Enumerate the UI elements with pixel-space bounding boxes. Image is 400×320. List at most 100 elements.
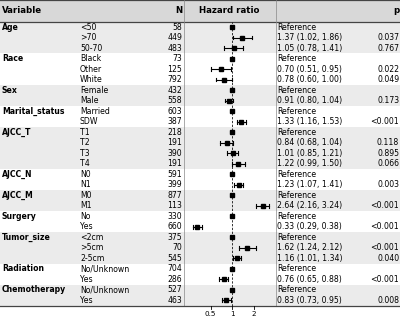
Text: 0.767: 0.767 bbox=[377, 44, 399, 52]
Text: SDW: SDW bbox=[80, 117, 98, 126]
Bar bbox=[0, 22, 400, 32]
Text: 0.008: 0.008 bbox=[377, 296, 399, 305]
Text: 375: 375 bbox=[167, 233, 182, 242]
Text: Reference: Reference bbox=[277, 191, 316, 200]
Text: 0.003: 0.003 bbox=[377, 180, 399, 189]
Bar bbox=[0, 127, 400, 137]
Text: Male: Male bbox=[80, 96, 98, 105]
Text: 1.62 (1.24, 2.12): 1.62 (1.24, 2.12) bbox=[277, 243, 342, 252]
Text: Reference: Reference bbox=[277, 128, 316, 137]
Text: 527: 527 bbox=[167, 285, 182, 294]
Text: 0.049: 0.049 bbox=[377, 75, 399, 84]
Text: 0.066: 0.066 bbox=[377, 159, 399, 168]
Text: No/Unknown: No/Unknown bbox=[80, 264, 129, 273]
Bar bbox=[0, 43, 400, 53]
Text: 58: 58 bbox=[172, 22, 182, 31]
Text: 2-5cm: 2-5cm bbox=[80, 254, 104, 263]
Bar bbox=[0, 32, 400, 43]
Text: Hazard ratio: Hazard ratio bbox=[199, 6, 260, 15]
Text: Black: Black bbox=[80, 54, 101, 63]
Bar bbox=[0, 53, 400, 64]
Text: 191: 191 bbox=[167, 138, 182, 147]
Text: T2: T2 bbox=[80, 138, 90, 147]
Bar bbox=[0, 137, 400, 148]
Text: >5cm: >5cm bbox=[80, 243, 103, 252]
Bar bbox=[0, 106, 400, 116]
Text: Tumor_size: Tumor_size bbox=[2, 233, 51, 242]
Text: <0.001: <0.001 bbox=[370, 275, 399, 284]
Text: White: White bbox=[80, 75, 103, 84]
Bar bbox=[0, 116, 400, 127]
Text: Yes: Yes bbox=[80, 275, 93, 284]
Text: 0.173: 0.173 bbox=[377, 96, 399, 105]
Text: 1.23 (1.07, 1.41): 1.23 (1.07, 1.41) bbox=[277, 180, 342, 189]
Text: 399: 399 bbox=[167, 180, 182, 189]
Text: Reference: Reference bbox=[277, 85, 316, 95]
Text: M0: M0 bbox=[80, 191, 92, 200]
Text: N: N bbox=[175, 6, 182, 15]
Text: 591: 591 bbox=[167, 170, 182, 179]
Text: p: p bbox=[393, 6, 399, 15]
Bar bbox=[0, 232, 400, 243]
Bar bbox=[0, 274, 400, 284]
Text: AJCC_T: AJCC_T bbox=[2, 128, 32, 137]
Text: Variable: Variable bbox=[2, 6, 42, 15]
Text: <0.001: <0.001 bbox=[370, 117, 399, 126]
Bar bbox=[0, 190, 400, 200]
Text: AJCC_M: AJCC_M bbox=[2, 191, 34, 200]
Text: Chemotherapy: Chemotherapy bbox=[2, 285, 66, 294]
Text: Reference: Reference bbox=[277, 22, 316, 31]
Text: 877: 877 bbox=[167, 191, 182, 200]
Text: 2.64 (2.16, 3.24): 2.64 (2.16, 3.24) bbox=[277, 201, 342, 210]
Text: Reference: Reference bbox=[277, 233, 316, 242]
Text: 1.01 (0.85, 1.21): 1.01 (0.85, 1.21) bbox=[277, 149, 342, 158]
Text: Sex: Sex bbox=[2, 85, 18, 95]
Bar bbox=[0, 148, 400, 158]
Text: 218: 218 bbox=[167, 128, 182, 137]
Text: Surgery: Surgery bbox=[2, 212, 37, 221]
Text: 660: 660 bbox=[167, 222, 182, 231]
Text: 0.037: 0.037 bbox=[377, 33, 399, 42]
Text: 0.76 (0.65, 0.88): 0.76 (0.65, 0.88) bbox=[277, 275, 342, 284]
Bar bbox=[0, 295, 400, 306]
Bar bbox=[0, 169, 400, 180]
Text: Other: Other bbox=[80, 65, 102, 74]
Bar bbox=[0, 200, 400, 211]
Text: Yes: Yes bbox=[80, 222, 93, 231]
Bar bbox=[0, 264, 400, 274]
Text: No/Unknown: No/Unknown bbox=[80, 285, 129, 294]
Text: 0.83 (0.73, 0.95): 0.83 (0.73, 0.95) bbox=[277, 296, 342, 305]
Text: 463: 463 bbox=[167, 296, 182, 305]
Text: Reference: Reference bbox=[277, 212, 316, 221]
Text: 558: 558 bbox=[167, 96, 182, 105]
Text: 1.16 (1.01, 1.34): 1.16 (1.01, 1.34) bbox=[277, 254, 342, 263]
Text: N1: N1 bbox=[80, 180, 91, 189]
Text: 191: 191 bbox=[167, 159, 182, 168]
Text: N0: N0 bbox=[80, 170, 91, 179]
Text: Age: Age bbox=[2, 22, 19, 31]
Text: T4: T4 bbox=[80, 159, 90, 168]
Text: 0.70 (0.51, 0.95): 0.70 (0.51, 0.95) bbox=[277, 65, 342, 74]
Text: 1.37 (1.02, 1.86): 1.37 (1.02, 1.86) bbox=[277, 33, 342, 42]
Bar bbox=[0, 284, 400, 295]
Text: 0.84 (0.68, 1.04): 0.84 (0.68, 1.04) bbox=[277, 138, 342, 147]
Text: Reference: Reference bbox=[277, 285, 316, 294]
Bar bbox=[0, 253, 400, 264]
Text: 286: 286 bbox=[167, 275, 182, 284]
Text: 603: 603 bbox=[167, 107, 182, 116]
Text: Married: Married bbox=[80, 107, 110, 116]
Bar bbox=[0, 180, 400, 190]
Text: <0.001: <0.001 bbox=[370, 201, 399, 210]
Text: Yes: Yes bbox=[80, 296, 93, 305]
Text: <0.001: <0.001 bbox=[370, 243, 399, 252]
Text: Female: Female bbox=[80, 85, 108, 95]
Text: AJCC_N: AJCC_N bbox=[2, 170, 32, 179]
Bar bbox=[0, 95, 400, 106]
Text: 0.91 (0.80, 1.04): 0.91 (0.80, 1.04) bbox=[277, 96, 342, 105]
Text: 387: 387 bbox=[167, 117, 182, 126]
Text: Reference: Reference bbox=[277, 54, 316, 63]
Text: T1: T1 bbox=[80, 128, 90, 137]
Text: 0.022: 0.022 bbox=[377, 65, 399, 74]
Text: 545: 545 bbox=[167, 254, 182, 263]
Text: 704: 704 bbox=[167, 264, 182, 273]
